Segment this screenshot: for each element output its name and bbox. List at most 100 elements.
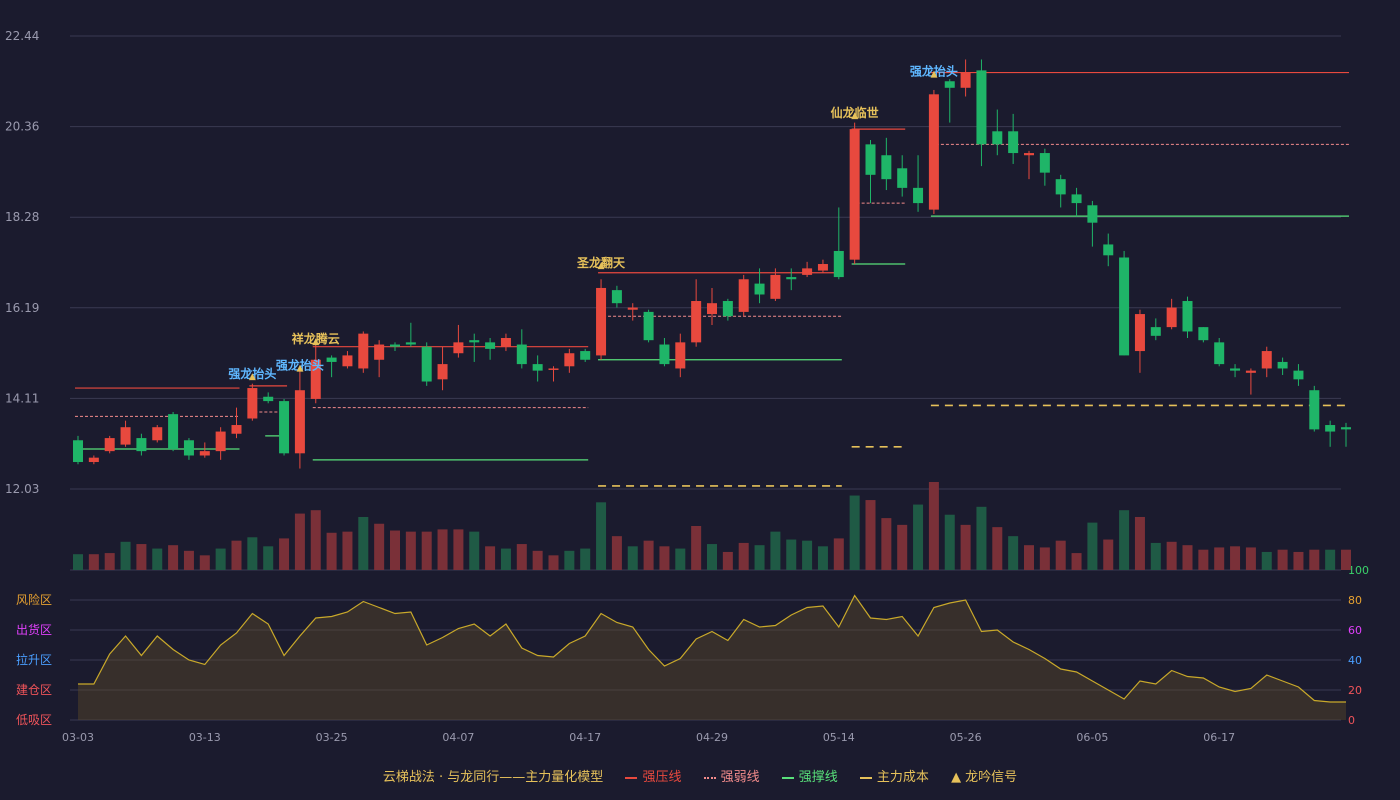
candle-body (722, 301, 733, 317)
volume-bar (247, 537, 258, 570)
legend-title: 云梯战法 · 与龙同行——主力量化模型 (382, 770, 604, 785)
volume-bar (1087, 522, 1098, 570)
candle-body (627, 307, 638, 310)
volume-bar (1071, 553, 1082, 570)
volume-bar (263, 546, 274, 570)
candle-body (1119, 257, 1130, 356)
candle-body (897, 168, 908, 188)
candle-body (374, 344, 385, 360)
candle-body (1309, 390, 1320, 430)
indicator-tick-label: 0 (1348, 714, 1355, 727)
candle-body (294, 390, 305, 454)
candle-body (976, 70, 987, 145)
legend-support-label: 强撑线 (798, 770, 838, 785)
candle-body (1245, 370, 1256, 373)
candle-body (88, 457, 99, 463)
volume-bar (691, 526, 702, 570)
volume-bar (437, 529, 448, 570)
candle-body (817, 264, 828, 271)
volume-bar (960, 524, 971, 570)
volume-bar (786, 539, 797, 570)
candle-body (1230, 368, 1241, 371)
volume-bar (1103, 539, 1114, 570)
volume-bar (120, 541, 131, 570)
candle-body (580, 351, 591, 360)
legend-pressure-line[interactable]: 强压线 (625, 766, 681, 785)
candle-body (453, 342, 464, 354)
volume-bar (881, 518, 892, 570)
volume-bar (1055, 540, 1066, 570)
candle-body (992, 131, 1003, 145)
volume-bar (865, 500, 876, 570)
legend-cost-line[interactable]: 主力成本 (859, 766, 929, 785)
legend-support-line[interactable]: 强撑线 (781, 766, 838, 785)
x-tick-label: 03-03 (62, 731, 94, 744)
volume-bar (136, 544, 147, 570)
x-tick-label: 05-14 (823, 731, 855, 744)
volume-bar (1325, 549, 1336, 570)
signal-marker-icon: ▲ (296, 363, 303, 373)
indicator-area (78, 595, 1346, 720)
volume-bar (199, 555, 210, 570)
volume-bar (992, 527, 1003, 570)
volume-bar (897, 524, 908, 570)
volume-bar (1008, 536, 1019, 570)
price-tick-label: 18.28 (5, 210, 39, 224)
legend-pressure-swatch (625, 776, 638, 779)
candle-body (659, 344, 670, 365)
volume-bar (580, 548, 591, 570)
volume-bar (833, 538, 844, 570)
volume-bar (596, 502, 607, 570)
candle-body (849, 129, 860, 260)
x-tick-label: 06-05 (1076, 731, 1108, 744)
volume-bar (722, 551, 733, 570)
candle-body (168, 414, 179, 449)
volume-bar (738, 542, 749, 570)
candle-body (1103, 244, 1114, 256)
candle-body (1325, 425, 1336, 432)
candle-body (738, 279, 749, 312)
candle-body (1087, 205, 1098, 223)
candle-body (390, 344, 400, 347)
volume-bar (1245, 547, 1256, 570)
candle-body (596, 287, 607, 356)
indicator-tick-label: 60 (1348, 624, 1362, 637)
legend-weak-label: 强弱线 (720, 770, 760, 785)
legend-signal-label: 龙吟信号 (965, 770, 1018, 785)
volume-bar (421, 531, 432, 570)
volume-bar (849, 495, 860, 570)
x-tick-label: 03-25 (316, 731, 348, 744)
indicator-line (78, 594, 1346, 703)
candle-body (865, 144, 876, 175)
volume-bar (469, 531, 480, 570)
legend-signal[interactable]: ▲ 龙吟信号 (951, 766, 1017, 785)
volume-bar (564, 550, 575, 570)
x-tick-label: 06-17 (1203, 731, 1235, 744)
volume-bar (802, 540, 813, 570)
volume-bar (152, 548, 163, 570)
volume-bar (485, 546, 496, 570)
candle-body (1277, 361, 1288, 369)
signal-label: 圣龙翻天 (576, 255, 626, 270)
candle-body (786, 277, 797, 280)
indicator-tick-label: 40 (1348, 654, 1362, 667)
candle-body (707, 303, 717, 315)
signal-label: 强龙抬头 (276, 357, 324, 372)
candle-body (1055, 179, 1066, 195)
legend-cost-swatch (859, 776, 872, 779)
legend-weak-line[interactable]: 强弱线 (703, 766, 760, 785)
indicator-tick-label: 80 (1348, 594, 1362, 607)
zone-label: 低吸区 (16, 713, 52, 727)
candle-body (263, 396, 274, 402)
candle-body (548, 368, 559, 370)
candle-body (675, 342, 686, 369)
volume-bar (1341, 549, 1351, 570)
volume-bar (1134, 516, 1145, 570)
volume-bar (928, 482, 939, 570)
volume-bar (707, 544, 717, 570)
candle-body (754, 283, 765, 295)
chart-legend: 云梯战法 · 与龙同行——主力量化模型 强压线 强弱线 强撑线 主力成本 ▲ 龙吟… (0, 766, 1400, 785)
candle-body (1071, 194, 1082, 204)
volume-bar (294, 513, 305, 570)
volume-bar (390, 530, 400, 570)
